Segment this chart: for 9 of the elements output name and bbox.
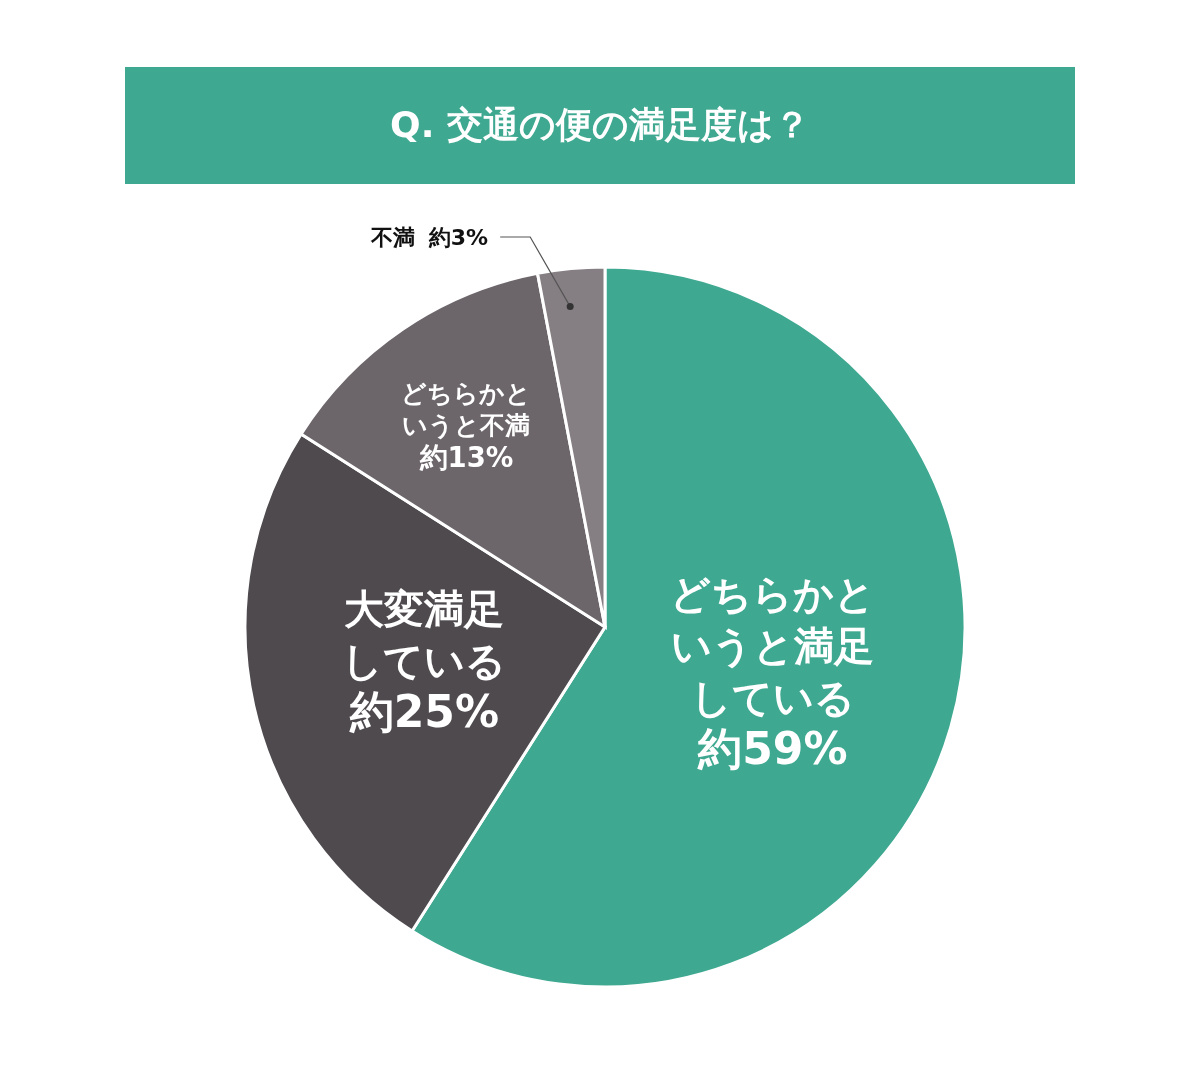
- slice-label: どちらかというと不満: [401, 378, 532, 441]
- slice-label: 大変満足している: [342, 586, 507, 685]
- data-label: 約13%: [418, 440, 514, 473]
- slice-label: 不満: [370, 225, 415, 250]
- slice-label: どちらかというと満足している: [670, 571, 876, 722]
- data-label: 約25%: [348, 686, 499, 738]
- data-label: 約3%: [427, 225, 489, 250]
- data-label: 約59%: [697, 723, 848, 775]
- chart-title: Q. 交通の便の満足度は？: [390, 103, 810, 147]
